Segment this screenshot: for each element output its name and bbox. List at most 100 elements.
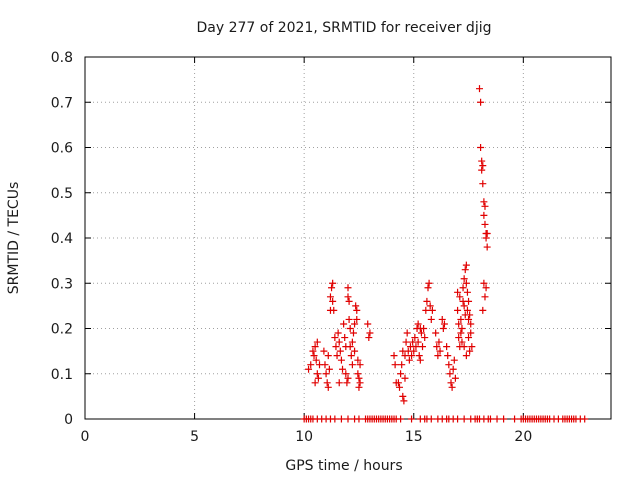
- data-point: [481, 221, 488, 228]
- data-point: [481, 293, 488, 300]
- data-point: [448, 379, 455, 386]
- data-point: [330, 307, 337, 314]
- data-point: [452, 375, 459, 382]
- x-tick-label: 10: [295, 429, 313, 445]
- data-point: [352, 302, 359, 309]
- data-point: [335, 330, 342, 337]
- data-point: [350, 330, 357, 337]
- data-point: [336, 379, 343, 386]
- data-point: [454, 307, 461, 314]
- y-axis-label: SRMTID / TECUs: [6, 182, 22, 295]
- data-point: [338, 416, 345, 423]
- data-point: [340, 320, 347, 327]
- data-point: [321, 361, 328, 368]
- data-point: [400, 397, 407, 404]
- data-point: [325, 352, 332, 359]
- data-point: [326, 366, 333, 373]
- data-point: [461, 302, 468, 309]
- data-point: [465, 298, 472, 305]
- data-point: [417, 357, 424, 364]
- data-point: [315, 375, 322, 382]
- data-points: [301, 85, 589, 422]
- data-point: [484, 244, 491, 251]
- data-point: [348, 352, 355, 359]
- data-point: [500, 416, 507, 423]
- data-point: [366, 330, 373, 337]
- data-point: [329, 280, 336, 287]
- y-tick-label: 0.4: [51, 231, 73, 247]
- data-point: [484, 230, 491, 237]
- data-point: [479, 307, 486, 314]
- data-point: [477, 99, 484, 106]
- data-point: [424, 284, 431, 291]
- data-point: [476, 85, 483, 92]
- data-point: [462, 266, 469, 273]
- data-point: [324, 379, 331, 386]
- data-point: [432, 330, 439, 337]
- data-point: [353, 307, 360, 314]
- data-point: [401, 375, 408, 382]
- data-point: [345, 416, 352, 423]
- data-point: [479, 162, 486, 169]
- y-tick-label: 0.2: [51, 322, 73, 338]
- data-point: [355, 416, 362, 423]
- data-point: [403, 339, 410, 346]
- y-tick-label: 0: [64, 412, 73, 428]
- data-point: [398, 361, 405, 368]
- data-point: [392, 361, 399, 368]
- data-point: [480, 198, 487, 205]
- data-point: [397, 416, 404, 423]
- data-point: [419, 343, 426, 350]
- data-point: [451, 357, 458, 364]
- data-point: [399, 393, 406, 400]
- x-tick-label: 0: [81, 429, 90, 445]
- data-point: [320, 348, 327, 355]
- data-point: [494, 416, 501, 423]
- data-point: [331, 334, 338, 341]
- data-point: [444, 352, 451, 359]
- data-point: [338, 357, 345, 364]
- data-point: [331, 416, 338, 423]
- chart-title: Day 277 of 2021, SRMTID for receiver dji…: [197, 20, 492, 36]
- data-point: [446, 370, 453, 377]
- data-point: [458, 325, 465, 332]
- data-point: [328, 284, 335, 291]
- data-point: [397, 370, 404, 377]
- data-point: [464, 289, 471, 296]
- data-point: [460, 284, 467, 291]
- data-point: [443, 343, 450, 350]
- plot-frame: [85, 57, 611, 419]
- data-point: [461, 416, 468, 423]
- y-tick-label: 0.6: [51, 141, 73, 157]
- data-point: [325, 384, 332, 391]
- data-point: [332, 343, 339, 350]
- data-point: [351, 348, 358, 355]
- data-point: [481, 203, 488, 210]
- data-point: [463, 352, 470, 359]
- y-tick-label: 0.7: [51, 95, 73, 111]
- data-point: [364, 320, 371, 327]
- data-point: [511, 416, 518, 423]
- data-point: [477, 144, 484, 151]
- data-point: [337, 348, 344, 355]
- data-point: [354, 370, 361, 377]
- data-point: [365, 334, 372, 341]
- data-point: [355, 384, 362, 391]
- x-axis-label: GPS time / hours: [285, 458, 402, 474]
- grid-lines: [85, 57, 611, 419]
- data-point: [312, 379, 319, 386]
- data-point: [422, 307, 429, 314]
- data-point: [428, 416, 435, 423]
- data-point: [347, 325, 354, 332]
- x-tick-label: 20: [514, 429, 532, 445]
- data-point: [334, 352, 341, 359]
- data-point: [349, 361, 356, 368]
- data-point: [483, 235, 490, 242]
- data-point: [404, 330, 411, 337]
- data-point: [421, 334, 428, 341]
- data-point: [396, 384, 403, 391]
- data-point: [357, 379, 364, 386]
- data-point: [440, 325, 447, 332]
- scatter-chart: 0 5 10 15 2000.10.20.30.40.50.60.70.8 Day 27…: [0, 0, 640, 480]
- data-point: [428, 316, 435, 323]
